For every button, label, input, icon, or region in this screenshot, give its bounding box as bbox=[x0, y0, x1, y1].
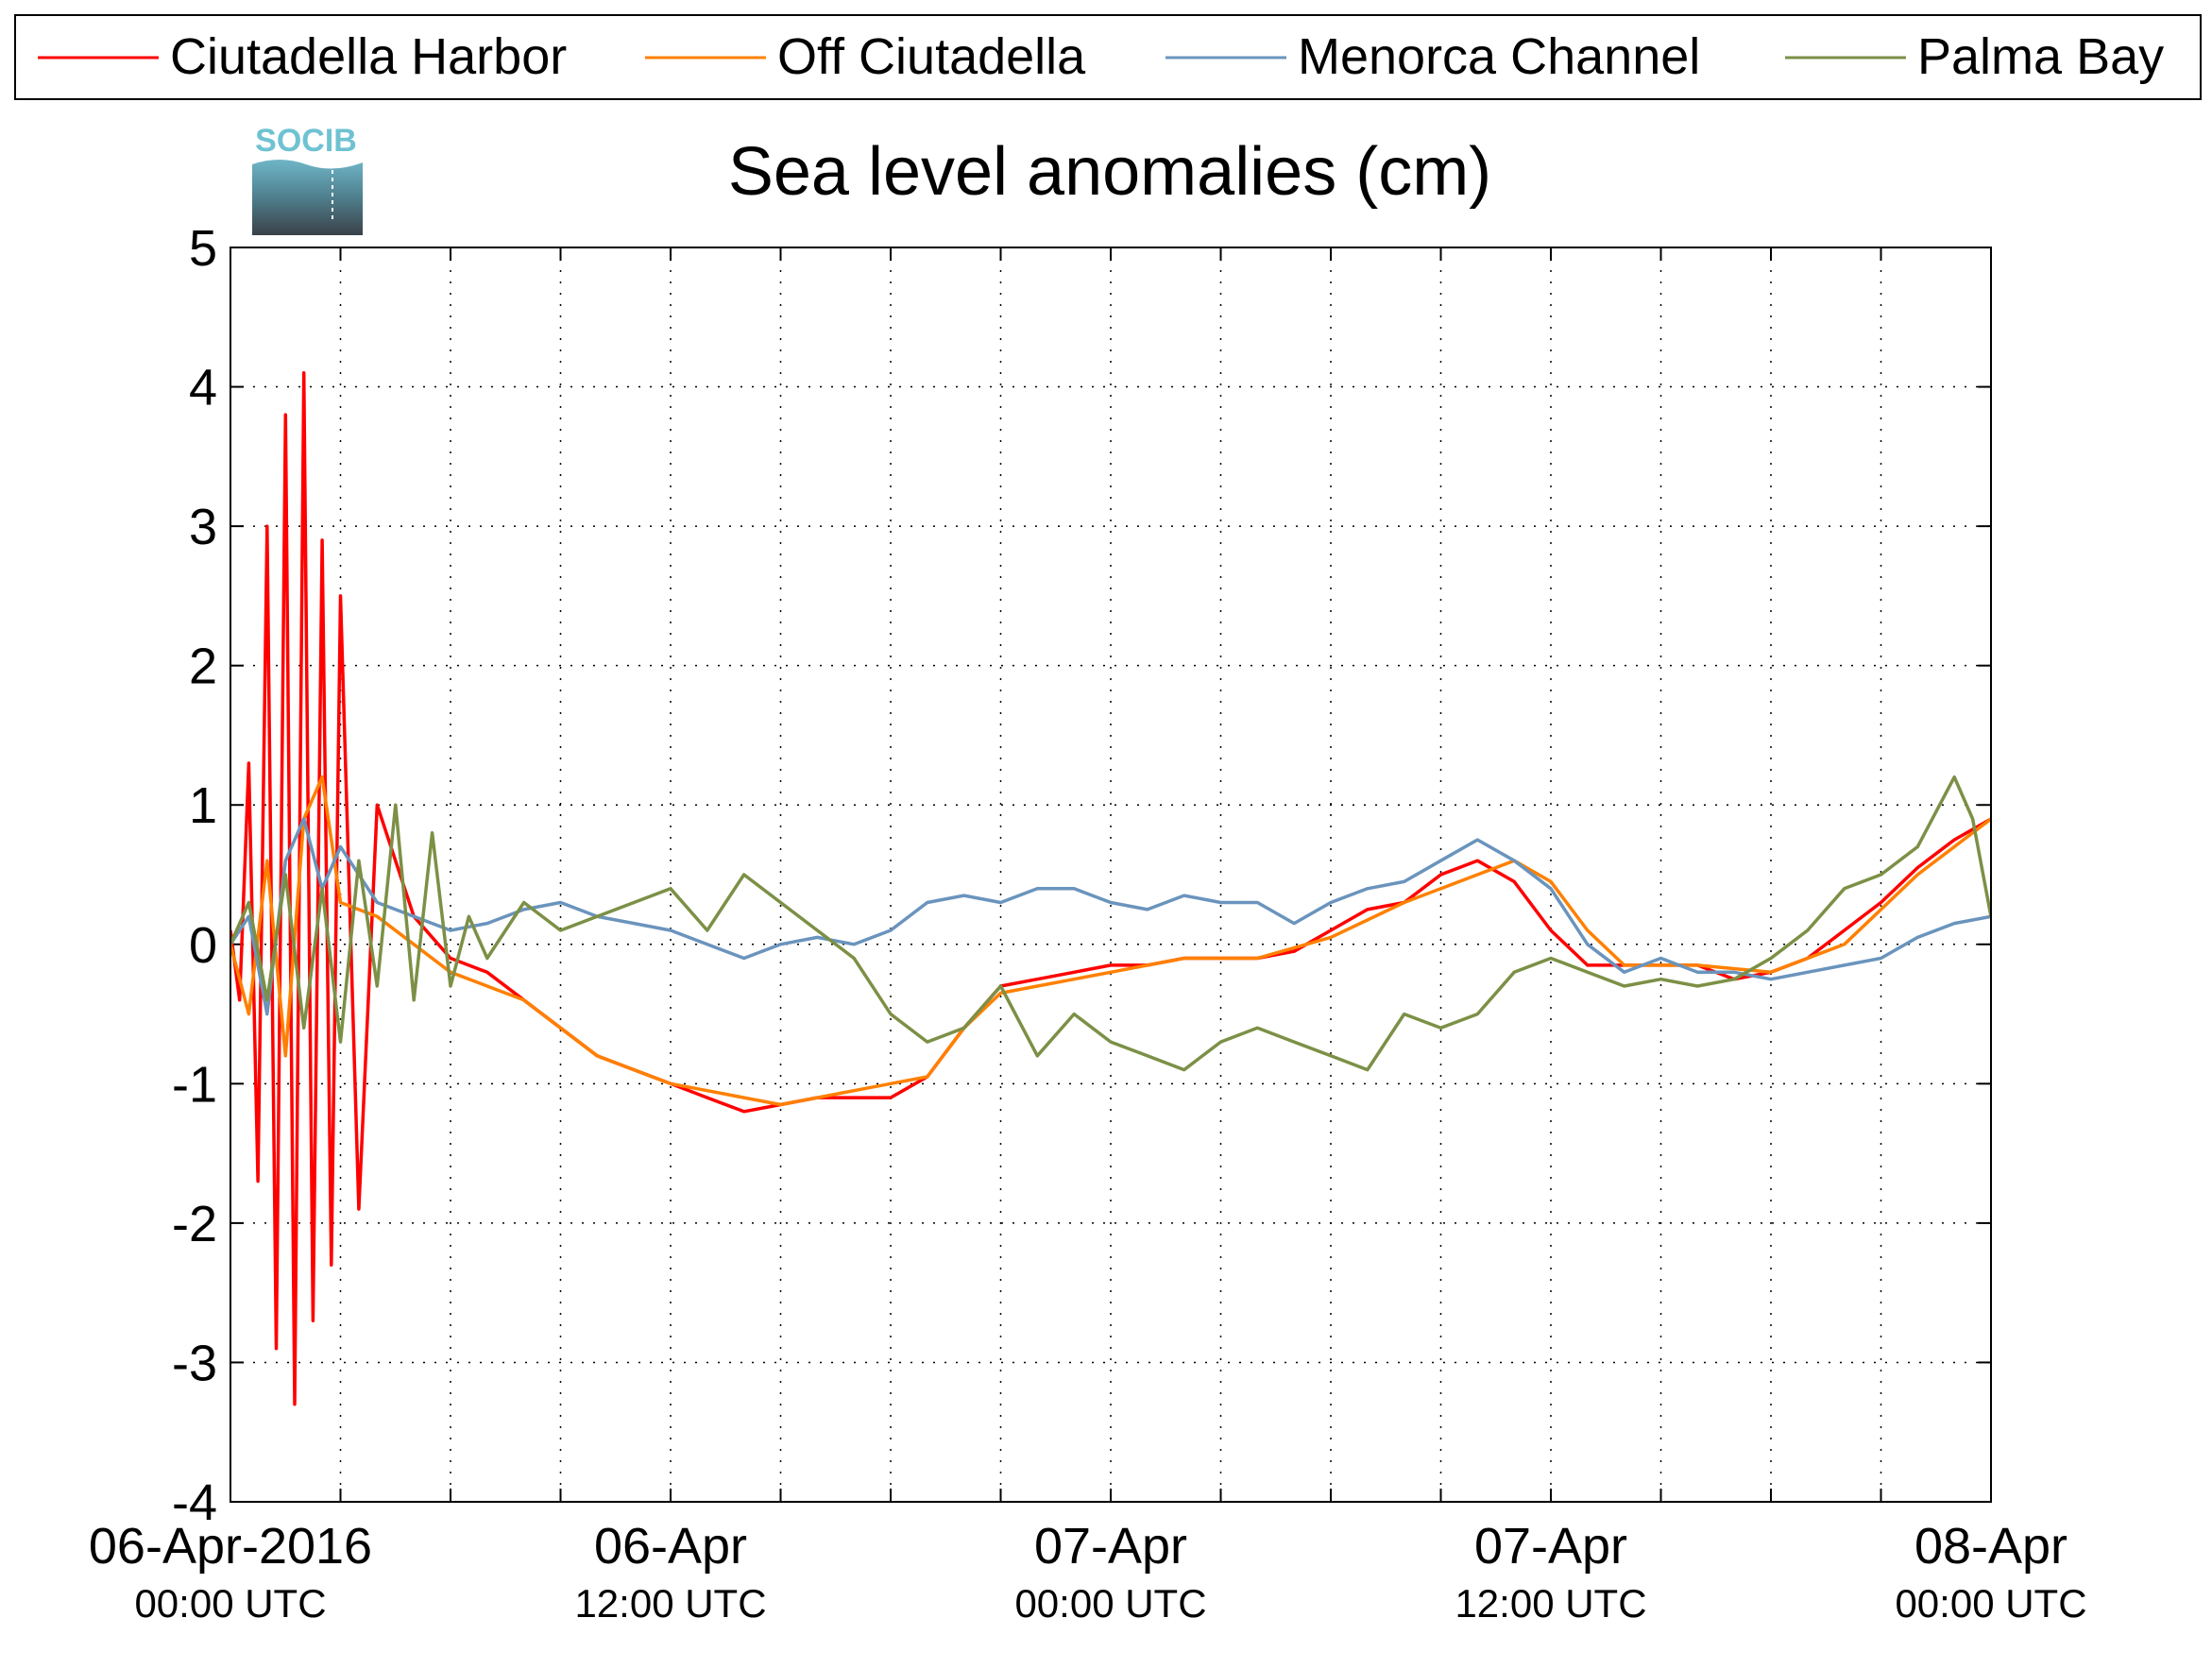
x-tick-label-time: 00:00 UTC bbox=[134, 1581, 326, 1626]
x-tick-label-time: 00:00 UTC bbox=[1895, 1581, 2086, 1626]
socib-logo-text: SOCIB bbox=[255, 123, 357, 159]
legend-label-palma-bay: Palma Bay bbox=[1917, 28, 2164, 85]
y-tick-label: 0 bbox=[189, 917, 217, 974]
axes-frame bbox=[230, 247, 1992, 1503]
y-tick-label: -3 bbox=[172, 1335, 217, 1391]
y-tick-label: 2 bbox=[189, 639, 217, 695]
series-line-palma-bay bbox=[230, 775, 1991, 1072]
y-tick-label: -2 bbox=[172, 1196, 217, 1252]
x-tick-label-date: 08-Apr bbox=[1914, 1518, 2067, 1575]
legend-label-off-ciutadella: Off Ciutadella bbox=[777, 28, 1086, 85]
y-tick-label: 4 bbox=[189, 360, 217, 417]
x-tick-label-time: 00:00 UTC bbox=[1014, 1581, 1206, 1626]
x-tick-label-time: 12:00 UTC bbox=[1455, 1581, 1646, 1626]
socib-logo-wave bbox=[252, 160, 363, 235]
y-tick-label: 5 bbox=[189, 220, 217, 277]
legend: Ciutadella Harbor Off Ciutadella Menorca… bbox=[14, 14, 2202, 100]
socib-logo: SOCIB bbox=[252, 123, 363, 235]
series-line-off-ciutadella bbox=[230, 775, 1991, 1107]
x-tick-label-date: 07-Apr bbox=[1474, 1518, 1627, 1575]
y-tick-label: -1 bbox=[172, 1056, 217, 1113]
legend-label-ciutadella-harbor: Ciutadella Harbor bbox=[170, 28, 567, 85]
x-tick-label-date: 06-Apr bbox=[594, 1518, 747, 1575]
chart-title: Sea level anomalies (cm) bbox=[728, 134, 1491, 210]
y-tick-label: 3 bbox=[189, 499, 217, 555]
series-line-menorca-channel bbox=[230, 817, 1991, 1016]
x-tick-label-time: 12:00 UTC bbox=[574, 1581, 766, 1626]
plot-area: -4 -3 -2 -1 0 1 2 3 4 5 06-Apr-2016 00:00 UTC 06-Apr… bbox=[89, 220, 2087, 1626]
legend-label-menorca-channel: Menorca Channel bbox=[1298, 28, 1700, 85]
y-tick-label: 1 bbox=[189, 777, 217, 834]
y-tick-label: -4 bbox=[172, 1474, 217, 1531]
x-tick-label-date: 07-Apr bbox=[1034, 1518, 1187, 1575]
x-tick-label-date: 06-Apr-2016 bbox=[89, 1518, 372, 1575]
